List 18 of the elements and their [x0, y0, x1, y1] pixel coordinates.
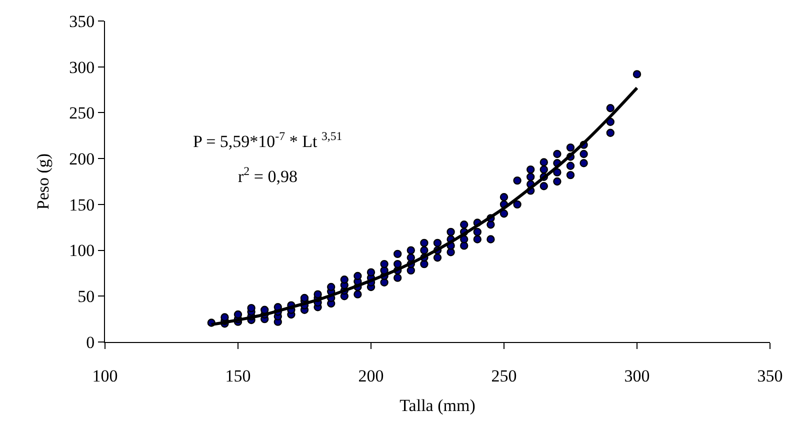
y-tick-label: 50 [78, 287, 95, 306]
y-tick-label: 250 [69, 104, 95, 123]
x-axis-title: Talla (mm) [400, 396, 476, 415]
y-tick-label: 350 [69, 12, 95, 31]
x-tick-label: 200 [358, 366, 384, 386]
y-tick-label: 200 [69, 150, 95, 169]
x-tick-label: 150 [225, 366, 251, 386]
x-tick-label: 300 [624, 366, 650, 386]
y-tick-label: 100 [69, 241, 95, 260]
annotation: P = 5,59*10$^{-7}$ * Lt $^{3,51}$ [193, 129, 342, 152]
y-axis-title: Peso (g) [34, 153, 53, 210]
y-tick-label: 150 [69, 195, 95, 214]
x-tick-label: 350 [757, 366, 783, 386]
y-tick-label: 0 [86, 332, 95, 352]
x-tick-label: 250 [491, 366, 517, 386]
x-tick-label: 100 [92, 366, 118, 386]
annotation: r$^{2}$ = 0,98 [238, 164, 298, 186]
y-tick-label: 300 [69, 58, 95, 77]
